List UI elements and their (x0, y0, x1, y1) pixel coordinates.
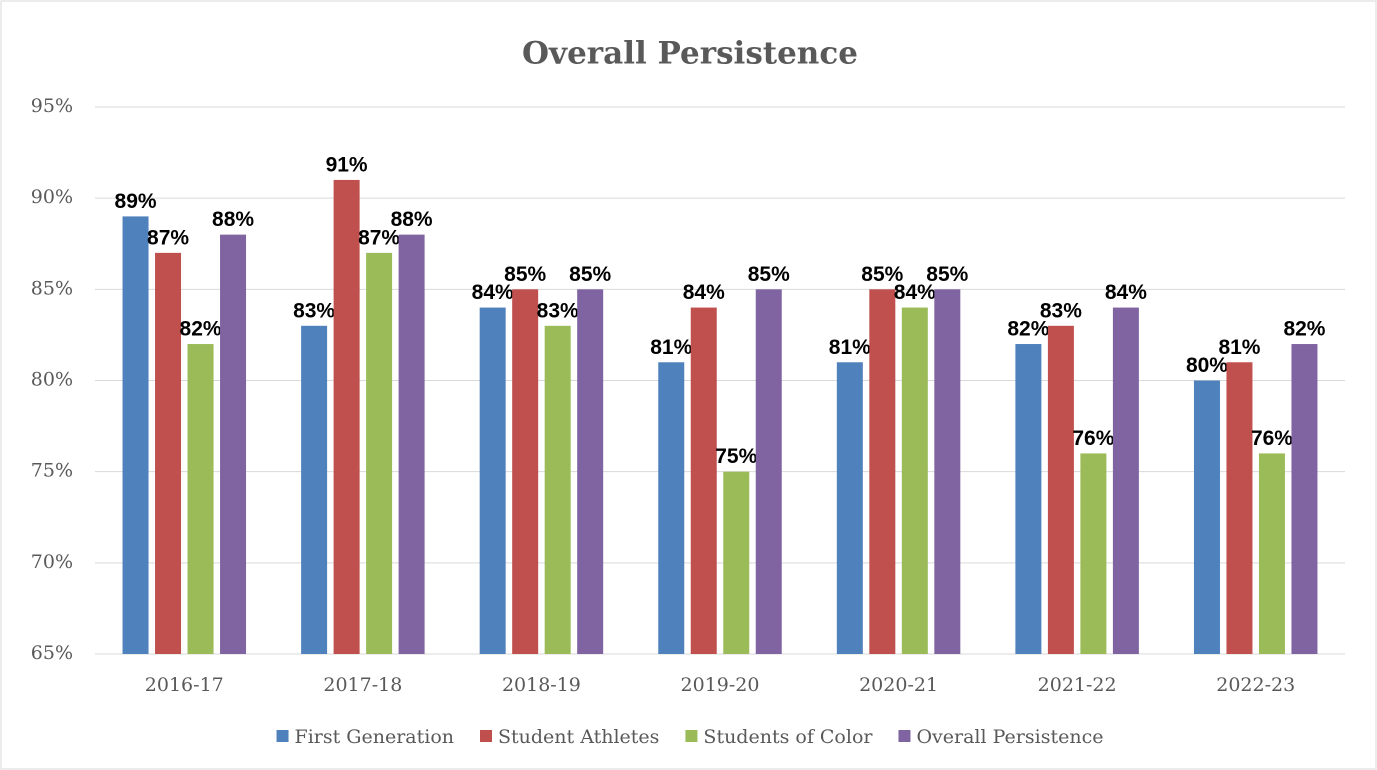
value-label: 87% (147, 226, 189, 249)
bar (1291, 344, 1318, 654)
bar (512, 289, 539, 654)
bar (658, 362, 685, 654)
bar (1080, 453, 1107, 654)
bar (1193, 380, 1220, 654)
bar (333, 179, 360, 654)
y-tick-label: 70% (31, 551, 73, 573)
value-label: 76% (1251, 427, 1293, 450)
legend-swatch (685, 730, 698, 742)
bar (398, 234, 425, 654)
x-tick-label: 2021-22 (1038, 674, 1117, 696)
bar (690, 307, 717, 654)
value-label: 85% (569, 263, 611, 286)
bar (220, 234, 247, 654)
x-tick-label: 2017-18 (323, 674, 402, 696)
bar (577, 289, 604, 654)
value-label: 85% (504, 263, 546, 286)
value-label: 82% (1007, 318, 1049, 341)
bar (1258, 453, 1285, 654)
bar (1047, 325, 1074, 654)
value-label: 75% (715, 445, 757, 468)
value-label: 82% (180, 318, 222, 341)
value-label: 76% (1072, 427, 1114, 450)
y-tick-label: 80% (31, 369, 73, 391)
y-tick-label: 75% (31, 460, 73, 482)
bar (1226, 362, 1253, 654)
x-tick-label: 2019-20 (681, 674, 760, 696)
value-label: 88% (391, 208, 433, 231)
value-label: 82% (1283, 318, 1325, 341)
value-label: 85% (926, 263, 968, 286)
x-tick-label: 2022-23 (1216, 674, 1295, 696)
bar (122, 216, 149, 654)
bar (1112, 307, 1139, 654)
x-tick-label: 2020-21 (859, 674, 938, 696)
legend-swatch (276, 730, 289, 742)
bar (755, 289, 782, 654)
bar (301, 325, 328, 654)
legend-swatch (898, 730, 911, 742)
legend-label: Student Athletes (498, 726, 659, 748)
value-label: 81% (829, 336, 871, 359)
y-tick-label: 65% (31, 642, 73, 664)
bar (869, 289, 896, 654)
y-tick-label: 85% (31, 277, 73, 299)
x-tick-label: 2018-19 (502, 674, 581, 696)
value-label: 83% (537, 299, 579, 322)
value-label: 81% (1218, 336, 1260, 359)
value-label: 91% (326, 153, 368, 176)
value-label: 85% (861, 263, 903, 286)
value-label: 81% (650, 336, 692, 359)
legend-label: Overall Persistence (916, 726, 1103, 748)
value-label: 85% (748, 263, 790, 286)
bar (544, 325, 571, 654)
bar (836, 362, 863, 654)
value-label: 84% (894, 281, 936, 304)
bar (187, 344, 214, 654)
value-label: 84% (1105, 281, 1147, 304)
legend-label: First Generation (295, 726, 454, 748)
value-label: 83% (293, 299, 335, 322)
bar (723, 471, 750, 654)
bar (366, 252, 393, 654)
chart-title: Overall Persistence (522, 36, 858, 72)
bar (934, 289, 961, 654)
value-label: 84% (683, 281, 725, 304)
legend-label: Students of Color (703, 726, 873, 748)
value-label: 89% (115, 190, 157, 213)
y-tick-label: 90% (31, 186, 73, 208)
value-label: 87% (358, 226, 400, 249)
y-tick-label: 95% (31, 95, 73, 117)
bar (901, 307, 928, 654)
bar (155, 252, 182, 654)
legend-swatch (480, 730, 492, 742)
value-label: 80% (1186, 354, 1228, 377)
bar (1015, 344, 1042, 654)
value-label: 88% (212, 208, 254, 231)
bar (479, 307, 506, 654)
x-tick-label: 2016-17 (145, 674, 224, 696)
value-label: 83% (1040, 299, 1082, 322)
value-label: 84% (472, 281, 514, 304)
